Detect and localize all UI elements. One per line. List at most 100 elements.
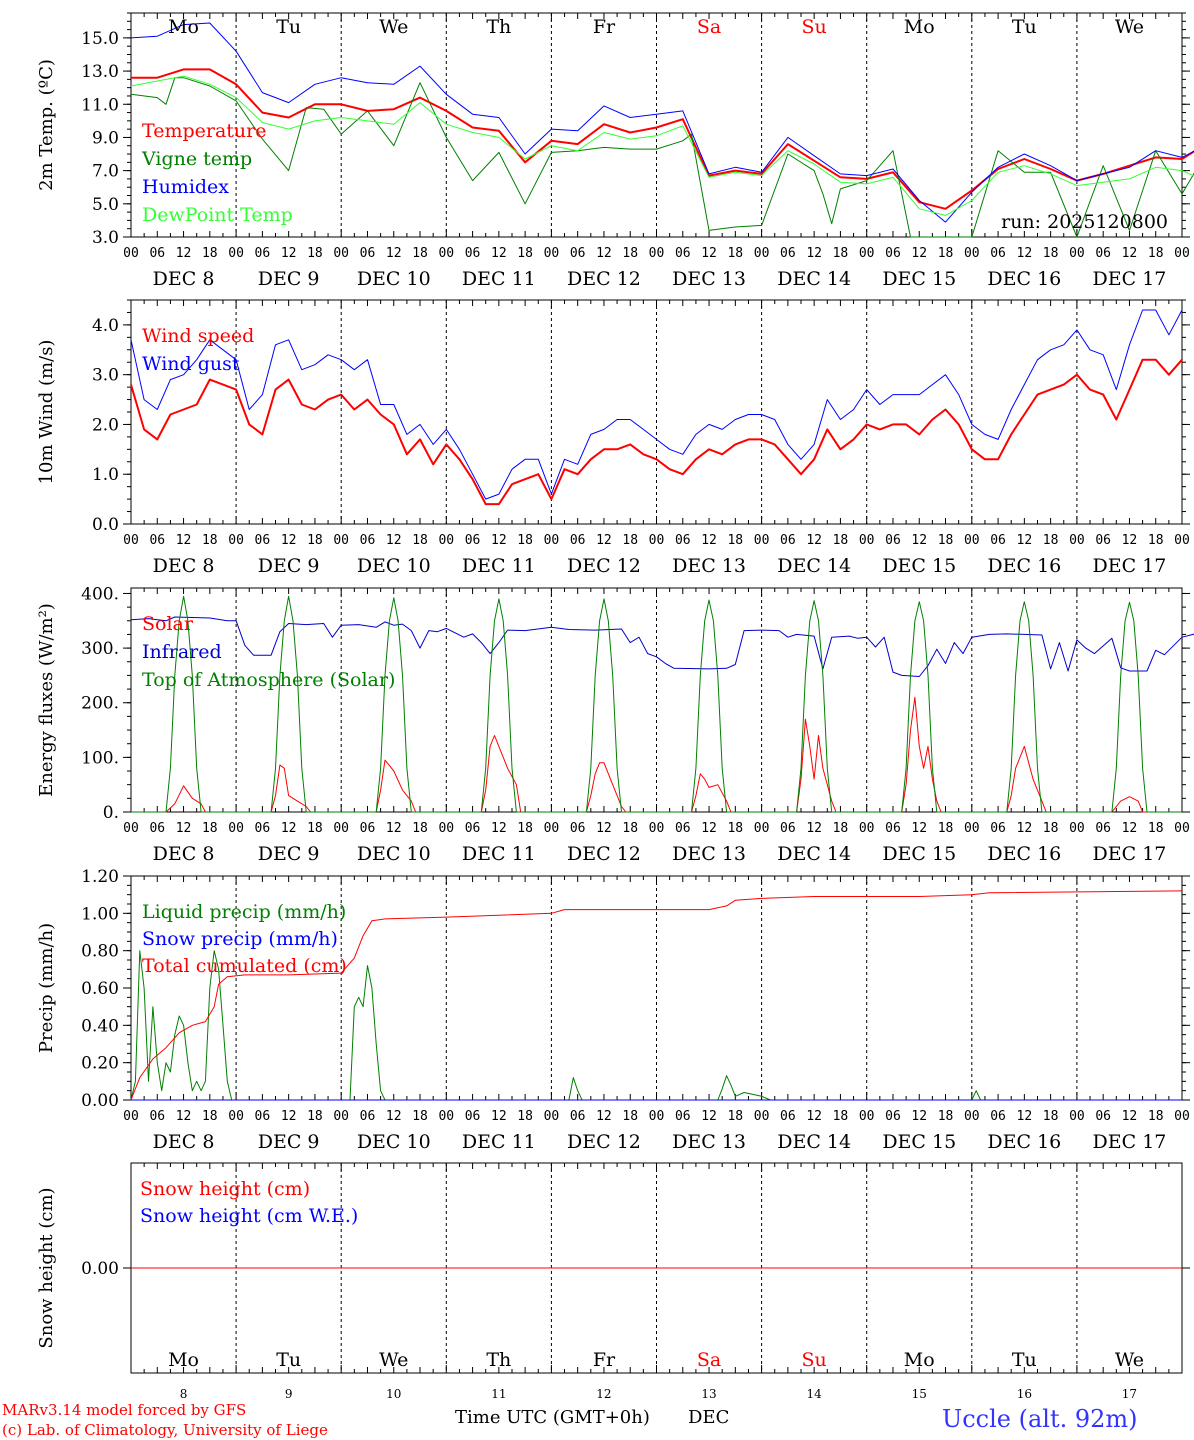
date-label: DEC 15: [882, 1131, 956, 1153]
weekday-label-bottom: We: [379, 1349, 408, 1371]
weekday-label-bottom: Tu: [1012, 1349, 1037, 1371]
hour-label: 00: [754, 1109, 770, 1124]
footer-model-line: MARv3.14 model forced by GFS: [2, 1401, 246, 1419]
series-line-top-of-atmosphere-solar-: [131, 595, 1182, 813]
y-tick-label: 0.20: [81, 1054, 119, 1074]
hour-label: 00: [228, 1109, 244, 1124]
hour-label: 00: [859, 821, 875, 836]
hour-label: 06: [465, 1109, 481, 1124]
date-label: DEC 16: [987, 843, 1061, 865]
hour-label: 00: [859, 1109, 875, 1124]
station-label: Uccle (alt. 92m): [942, 1405, 1138, 1433]
y-axis-label: Snow height (cm): [36, 1187, 57, 1348]
hour-label: 00: [544, 246, 560, 261]
hour-label: 06: [360, 821, 376, 836]
hour-label: 12: [386, 821, 402, 836]
hour-label: 06: [885, 533, 901, 548]
hour-label: 00: [544, 1109, 560, 1124]
y-tick-label: 11.0: [81, 95, 119, 115]
date-label: DEC 17: [1093, 1131, 1167, 1153]
hour-label: 12: [701, 246, 717, 261]
date-label: DEC 13: [672, 843, 746, 865]
series-line-wind-gust: [130, 309, 1183, 500]
date-label: DEC 13: [672, 1131, 746, 1153]
hour-label: 18: [622, 1109, 638, 1124]
hour-label: 12: [596, 246, 612, 261]
date-label: DEC 16: [987, 268, 1061, 290]
date-label: DEC 8: [153, 1131, 215, 1153]
hour-label: 18: [1043, 821, 1059, 836]
y-tick-label: 3.0: [92, 228, 119, 248]
hour-label: 06: [149, 1109, 165, 1124]
panel-5: 0.00 Snow height (cm) Snow height (cm) Snow…: [36, 1162, 1190, 1374]
date-label: DEC 11: [462, 555, 536, 577]
hour-label: 12: [1122, 1109, 1138, 1124]
y-axis-label: 10m Wind (m/s): [36, 340, 57, 485]
hour-label: 00: [964, 533, 980, 548]
weekday-label-top: We: [379, 16, 408, 38]
y-axis-label: 2m Temp. (ºC): [36, 59, 57, 191]
legend-entry: Vigne temp: [141, 148, 252, 170]
hour-label: 12: [1122, 821, 1138, 836]
hour-label: 12: [386, 246, 402, 261]
legend-entry: Wind gust: [142, 353, 240, 375]
y-tick-label: 9.0: [92, 128, 119, 148]
hour-label: 00: [544, 821, 560, 836]
hour-label: 06: [570, 246, 586, 261]
hour-label: 00: [228, 821, 244, 836]
hour-label: 00: [123, 533, 139, 548]
hour-label: 18: [1043, 246, 1059, 261]
panel-1: 3.0 5.0 7.0 9.0 11.0 13.0 15.0 2m Temp. (ºC) Tem…: [36, 12, 1194, 290]
legend-entry: Total cumulated (cm): [142, 955, 347, 977]
hour-label: 18: [833, 821, 849, 836]
x-axis-title: Time UTC (GMT+0h): [455, 1407, 650, 1428]
day-number-label: 17: [1122, 1387, 1137, 1401]
hour-label: 06: [255, 246, 271, 261]
hour-label: 18: [622, 246, 638, 261]
hour-label: 18: [307, 821, 323, 836]
panel-4: 0.00 0.20 0.40 0.60 0.80 1.00 1.20 Precip (mm/h…: [36, 867, 1190, 1153]
hour-label: 18: [517, 1109, 533, 1124]
hour-label: 12: [806, 533, 822, 548]
date-label: DEC 12: [567, 555, 641, 577]
hour-label: 12: [911, 821, 927, 836]
hour-label: 06: [149, 821, 165, 836]
hour-label: 06: [885, 821, 901, 836]
panel-2: 0.0 1.0 2.0 3.0 4.0 10m Wind (m/s) Wind speed W…: [36, 299, 1190, 577]
hour-label: 18: [412, 821, 428, 836]
hour-label: 00: [228, 533, 244, 548]
hour-label: 12: [1017, 246, 1033, 261]
hour-label: 06: [780, 246, 796, 261]
hour-label: 00: [333, 533, 349, 548]
date-label: DEC 14: [777, 555, 851, 577]
y-tick-label: 7.0: [92, 162, 119, 182]
hour-label: 00: [333, 1109, 349, 1124]
date-label: DEC 8: [153, 555, 215, 577]
hour-label: 12: [596, 533, 612, 548]
hour-label: 12: [1122, 246, 1138, 261]
hour-label: 06: [570, 1109, 586, 1124]
y-tick-label: 0.60: [81, 979, 119, 999]
hour-label: 00: [1069, 533, 1085, 548]
hour-label: 18: [202, 1109, 218, 1124]
hour-label: 12: [911, 533, 927, 548]
hour-label: 18: [412, 246, 428, 261]
y-tick-label: 0.00: [81, 1091, 119, 1111]
date-label: DEC 9: [258, 843, 320, 865]
legend-entry: Liquid precip (mm/h): [142, 901, 346, 923]
hour-label: 06: [990, 821, 1006, 836]
hour-label: 06: [675, 821, 691, 836]
hour-label: 06: [1095, 1109, 1111, 1124]
hour-label: 12: [701, 1109, 717, 1124]
hour-label: 06: [780, 821, 796, 836]
hour-label: 06: [885, 1109, 901, 1124]
weekday-label-top: We: [1115, 16, 1144, 38]
hour-label: 12: [806, 246, 822, 261]
date-label: DEC 9: [258, 555, 320, 577]
hour-label: 06: [360, 1109, 376, 1124]
hour-label: 18: [938, 1109, 954, 1124]
hour-label: 06: [1095, 533, 1111, 548]
weekday-label-bottom: Su: [802, 1349, 827, 1371]
series-line-total-cumulated-cm-: [130, 890, 1183, 1101]
